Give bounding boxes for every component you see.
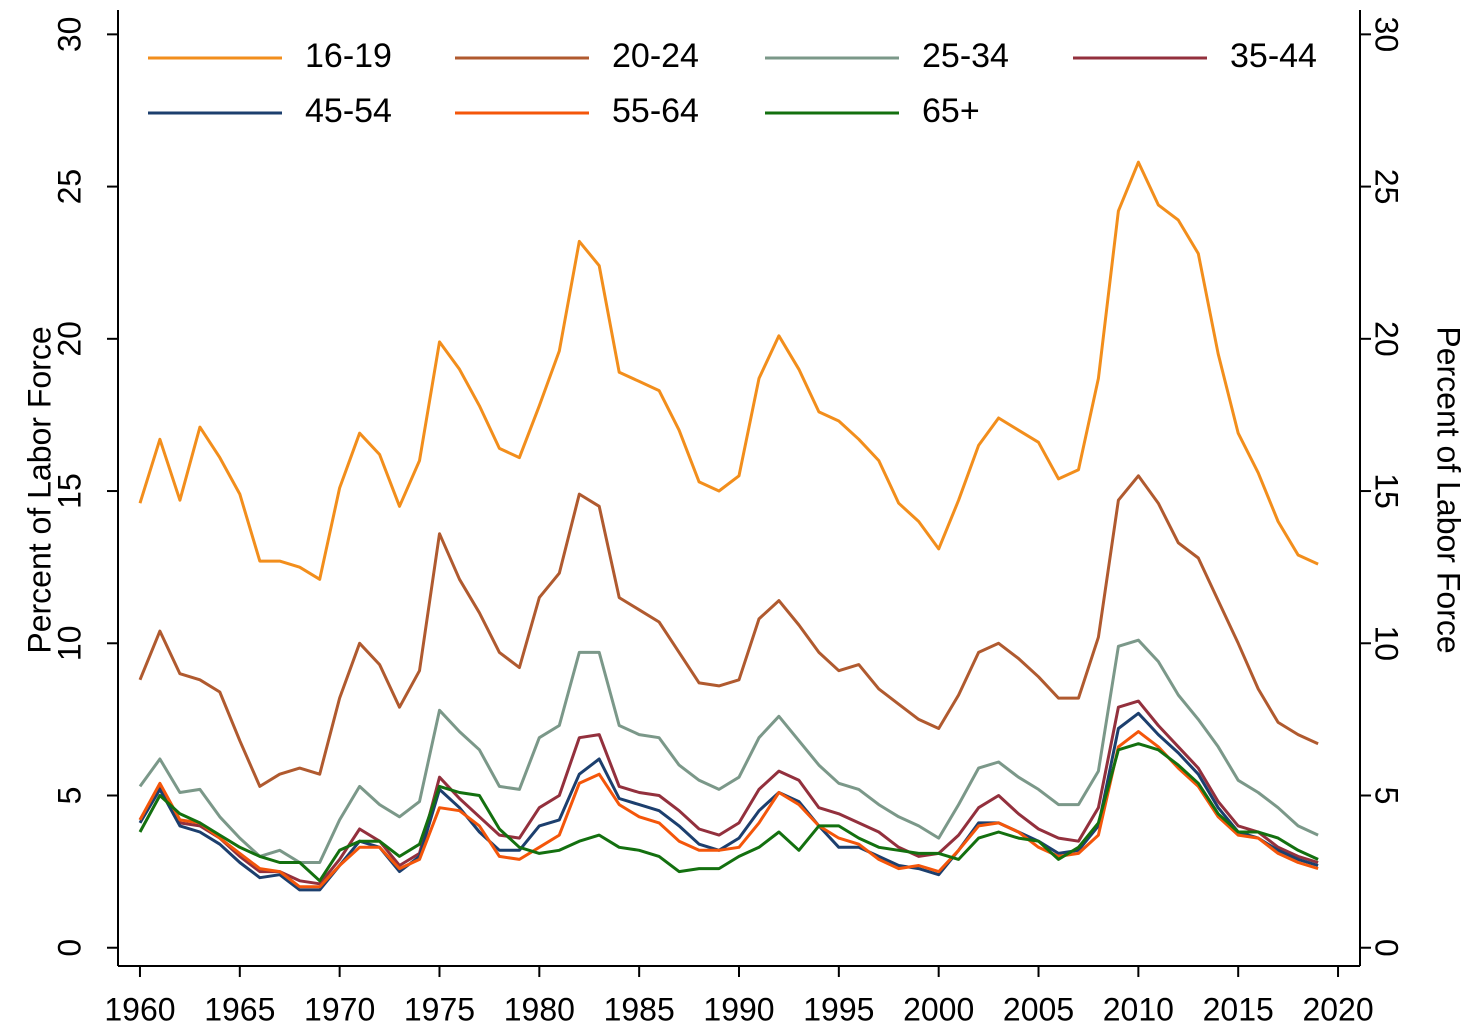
x-tick-label: 1985 <box>604 991 675 1027</box>
y-axis-title: Percent of Labor Force <box>21 326 57 653</box>
series-line <box>138 474 1319 788</box>
y2-tick-label: 0 <box>1369 939 1405 957</box>
x-tick-label: 1965 <box>204 991 275 1027</box>
legend-label: 25-34 <box>922 37 1009 75</box>
series-line <box>138 742 1319 883</box>
legend-label: 35-44 <box>1230 37 1317 75</box>
x-tick-label: 2010 <box>1103 991 1174 1027</box>
y2-tick-label: 25 <box>1369 169 1405 205</box>
y-tick-label: 10 <box>51 625 87 661</box>
legend-label: 45-54 <box>305 92 392 130</box>
legend-label: 16-19 <box>305 37 392 75</box>
x-tick-label: 2015 <box>1203 991 1274 1027</box>
y2-axis-title: Percent of Labor Force <box>1431 326 1467 653</box>
x-tick-label: 2005 <box>1003 991 1074 1027</box>
x-tick-label: 1970 <box>304 991 375 1027</box>
y-tick-label: 0 <box>51 939 87 957</box>
y2-tick-label: 15 <box>1369 473 1405 509</box>
series-line <box>138 730 1319 889</box>
y-tick-label: 20 <box>51 321 87 357</box>
y-tick-label: 25 <box>51 169 87 205</box>
x-tick-label: 1975 <box>404 991 475 1027</box>
y2-tick-label: 30 <box>1369 17 1405 53</box>
legend-label: 65+ <box>922 92 980 130</box>
y2-tick-label: 10 <box>1369 625 1405 661</box>
x-tick-label: 1980 <box>504 991 575 1027</box>
series-line <box>138 699 1319 886</box>
y2-tick-label: 5 <box>1369 787 1405 805</box>
y2-tick-label: 20 <box>1369 321 1405 357</box>
legend-label: 20-24 <box>612 37 699 75</box>
legend-label: 55-64 <box>612 92 699 130</box>
x-tick-label: 1990 <box>703 991 774 1027</box>
x-tick-label: 1960 <box>104 991 175 1027</box>
y-tick-label: 15 <box>51 473 87 509</box>
series-line <box>138 160 1319 581</box>
x-tick-label: 2020 <box>1302 991 1373 1027</box>
y-tick-label: 30 <box>51 17 87 53</box>
x-tick-label: 1995 <box>803 991 874 1027</box>
x-tick-label: 2000 <box>903 991 974 1027</box>
series-line <box>138 638 1319 864</box>
y-tick-label: 5 <box>51 787 87 805</box>
